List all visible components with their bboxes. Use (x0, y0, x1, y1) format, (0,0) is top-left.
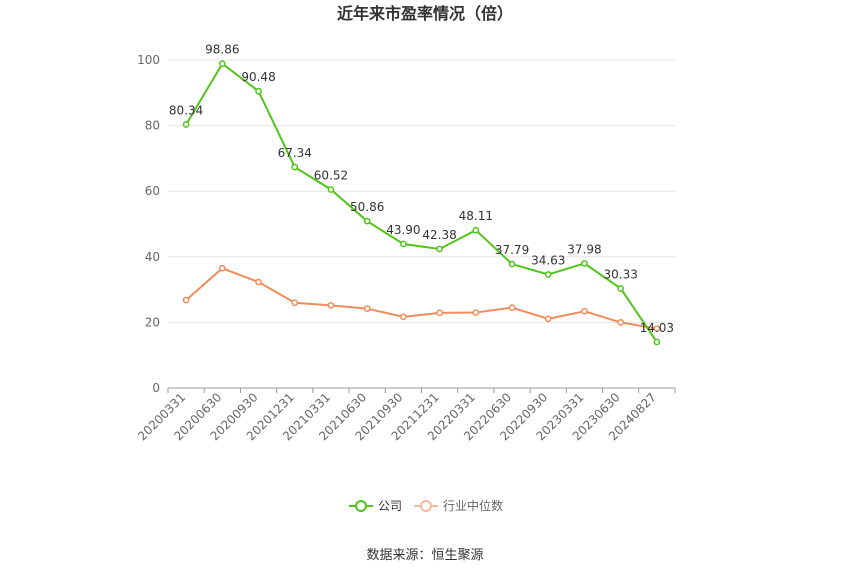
data-label: 37.98 (567, 242, 601, 256)
legend-label: 公司 (378, 499, 402, 513)
x-axis: 2020033120200630202009302020123120210331… (135, 387, 676, 443)
legend-marker (355, 500, 367, 512)
y-axis: 0 20 40 60 80 100 (137, 53, 160, 395)
series-line-1 (185, 267, 658, 330)
data-point (400, 240, 407, 248)
data-point (182, 296, 190, 304)
data-point (508, 260, 516, 268)
data-label: 48.11 (459, 209, 493, 223)
chart-title: 近年来市盈率情况（倍） (337, 4, 513, 23)
data-label: 60.52 (314, 168, 348, 182)
data-point (581, 260, 588, 267)
data-label: 37.79 (495, 243, 529, 257)
data-label: 98.86 (205, 43, 239, 57)
data-point (327, 301, 335, 309)
y-tick-label: 0 (152, 381, 160, 395)
data-label: 67.34 (278, 146, 312, 160)
data-point (182, 121, 190, 128)
data-point (327, 186, 335, 193)
data-label: 80.34 (169, 103, 203, 117)
data-point (581, 307, 588, 315)
data-point (218, 264, 226, 272)
data-point (653, 325, 661, 332)
y-tick-label: 60 (145, 184, 160, 198)
data-point (363, 305, 371, 312)
series-line-0 (185, 62, 658, 343)
data-label: 30.33 (603, 268, 637, 282)
data-point (544, 271, 552, 278)
data-label: 90.48 (241, 70, 275, 84)
data-point (544, 315, 552, 323)
y-tick-label: 100 (137, 53, 160, 67)
data-point (472, 309, 480, 316)
legend-marker (420, 500, 432, 512)
data-label: 50.86 (350, 200, 384, 214)
y-tick-label: 40 (145, 250, 160, 264)
data-point (436, 309, 443, 317)
data-point (617, 285, 625, 292)
legend-label: 行业中位数 (443, 498, 503, 513)
data-point (400, 313, 407, 321)
data-label: 43.90 (386, 223, 420, 237)
grid-lines (168, 59, 675, 323)
data-source: 数据来源：恒生聚源 (366, 548, 483, 563)
data-point (255, 278, 262, 286)
data-label: 14.03 (640, 321, 674, 335)
data-point (653, 338, 661, 346)
data-point (508, 304, 516, 311)
data-point (218, 60, 226, 68)
data-point (255, 87, 262, 95)
data-point (291, 299, 299, 307)
data-point (291, 163, 299, 171)
data-point (436, 245, 443, 253)
data-label: 34.63 (531, 253, 565, 267)
y-tick-label: 20 (145, 315, 160, 329)
data-point (472, 226, 480, 234)
data-label: 42.38 (422, 228, 456, 242)
data-point (363, 217, 371, 225)
y-tick-label: 80 (145, 119, 160, 133)
legend[interactable]: 公司 行业中位数 (349, 498, 503, 513)
data-point (617, 319, 625, 326)
